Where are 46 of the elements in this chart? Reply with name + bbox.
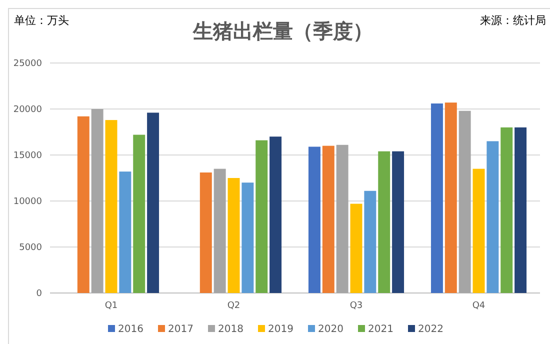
bar: [364, 190, 376, 293]
chart-title: 生猪出栏量（季度）: [192, 19, 373, 43]
bar: [133, 134, 146, 293]
bar: [214, 168, 226, 293]
bar: [336, 144, 348, 293]
bar: [486, 141, 499, 293]
legend-label: 2018: [218, 324, 244, 335]
bar: [200, 172, 212, 293]
y-tick-label: 20000: [13, 105, 42, 116]
bar: [147, 112, 160, 293]
bar: [444, 102, 457, 293]
y-tick-label: 0: [36, 289, 42, 300]
x-tick-label: Q1: [104, 301, 118, 311]
legend-label: 2017: [168, 324, 194, 335]
bar: [228, 178, 240, 293]
bar: [378, 151, 390, 293]
legend-label: 2019: [268, 324, 294, 335]
legend-label: 2021: [368, 324, 394, 335]
bar: [105, 120, 118, 293]
legend-label: 2020: [318, 324, 344, 335]
legend-label: 2016: [118, 324, 144, 335]
bar: [308, 146, 320, 293]
y-tick-label: 25000: [13, 59, 42, 70]
source-note: 来源：统计局: [480, 14, 546, 27]
bar: [270, 136, 282, 293]
bar: [472, 168, 485, 293]
text: 单位：万头: [14, 14, 69, 27]
bar: [430, 103, 443, 293]
bar: [77, 116, 90, 293]
bar: [500, 127, 513, 293]
bar: [514, 127, 527, 293]
x-tick-label: Q4: [472, 301, 486, 311]
bar: [119, 172, 132, 293]
bar: [91, 109, 104, 293]
bar: [350, 204, 362, 293]
y-tick-label: 15000: [13, 151, 42, 162]
bar: [458, 110, 471, 293]
x-tick-label: Q3: [350, 301, 363, 311]
bar: [392, 151, 404, 293]
bar: [242, 182, 254, 293]
legend-label: 2022: [418, 324, 444, 335]
y-tick-label: 10000: [13, 197, 42, 208]
x-tick-label: Q2: [227, 301, 240, 311]
bar: [322, 146, 334, 293]
y-tick-label: 5000: [19, 243, 42, 254]
bar: [256, 140, 268, 293]
